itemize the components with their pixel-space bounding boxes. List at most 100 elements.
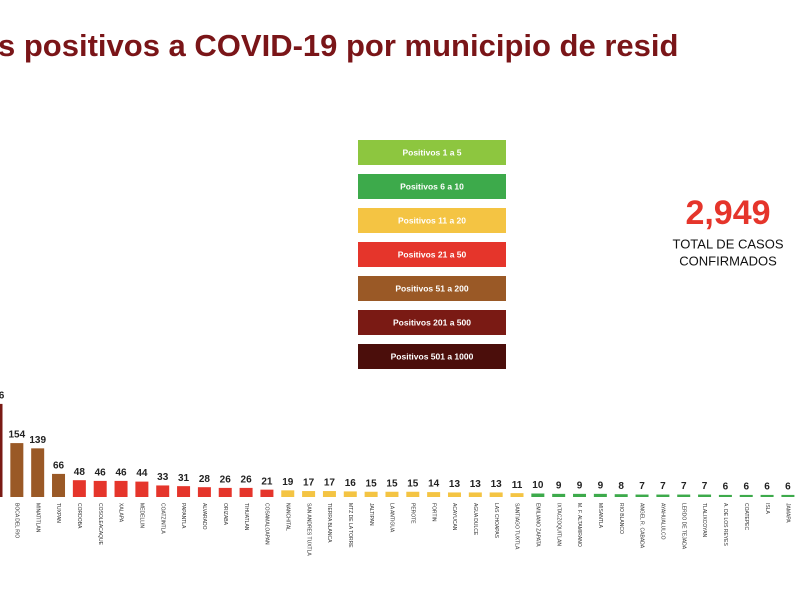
value-label: 48 <box>74 467 86 478</box>
legend-label: Positivos 501 a 1000 <box>391 351 474 361</box>
category-label: SAN ANDRES TUXTLA <box>305 503 311 556</box>
bar <box>218 487 232 497</box>
value-label: 154 <box>8 430 25 441</box>
legend-box <box>358 276 506 301</box>
bar <box>364 491 378 497</box>
bar <box>156 485 170 497</box>
value-label: 16 <box>345 478 357 489</box>
legend-box <box>358 242 506 267</box>
total-label: CONFIRMADOS <box>679 253 777 268</box>
bar <box>760 494 774 497</box>
bar <box>31 448 45 497</box>
category-label: ORIZABA <box>222 503 228 526</box>
bar <box>197 487 211 497</box>
value-label: 21 <box>261 476 273 487</box>
value-label: 15 <box>407 478 419 489</box>
chart-title: s positivos a COVID-19 por municipio de … <box>0 28 678 63</box>
bar <box>322 491 336 497</box>
category-label: PAPANTLA <box>180 503 186 529</box>
value-label: 266 <box>0 391 5 402</box>
category-label: TIHUATLAN <box>243 503 249 531</box>
bar <box>593 493 607 497</box>
bar <box>281 490 295 497</box>
legend-label: Positivos 6 a 10 <box>400 181 464 191</box>
category-label: COATEPEC <box>743 503 749 531</box>
bar <box>698 494 712 497</box>
value-label: 46 <box>95 468 107 479</box>
bar <box>635 494 649 497</box>
bar <box>468 492 482 497</box>
bar <box>406 491 420 497</box>
value-label: 13 <box>491 479 503 490</box>
value-label: 139 <box>29 435 46 446</box>
value-label: 6 <box>764 482 770 493</box>
category-label: M. F. ALTAMIRANO <box>576 503 582 547</box>
bar <box>739 494 753 497</box>
value-label: 7 <box>702 481 708 492</box>
value-label: 14 <box>428 479 440 490</box>
value-label: 10 <box>532 480 544 491</box>
bar <box>114 480 128 497</box>
category-label: ISLA <box>764 503 770 515</box>
category-label: MINATITLAN <box>34 503 40 533</box>
bar <box>447 492 461 497</box>
value-label: 13 <box>449 479 461 490</box>
value-label: 26 <box>220 475 232 486</box>
value-label: 44 <box>136 468 148 479</box>
value-label: 28 <box>199 474 211 485</box>
bar <box>677 494 691 497</box>
category-label: ANGEL R. CABADA <box>639 503 645 549</box>
category-label: COSAMALOAPAN <box>264 503 270 545</box>
category-label: SANTIAGO TUXTLA <box>514 503 520 550</box>
legend-box <box>358 344 506 369</box>
value-label: 66 <box>53 461 65 472</box>
category-label: XALAPA <box>118 503 124 523</box>
category-label: PEROTE <box>409 503 415 524</box>
bar <box>427 492 441 497</box>
bar <box>177 486 191 497</box>
legend-label: Positivos 51 a 200 <box>395 283 469 293</box>
total-label: TOTAL DE CASOS <box>672 236 783 251</box>
legend-label: Positivos 201 a 500 <box>393 317 471 327</box>
bar <box>718 494 732 497</box>
bar <box>573 493 587 497</box>
bar <box>0 403 3 497</box>
bar <box>135 481 149 497</box>
category-label: CORDOBA <box>76 503 82 529</box>
value-label: 33 <box>157 472 169 483</box>
value-label: 6 <box>743 482 749 493</box>
category-label: TLALIXCOYAN <box>701 503 707 537</box>
bar <box>239 487 253 497</box>
bar <box>614 494 628 497</box>
category-label: FORTIN <box>430 503 436 522</box>
value-label: 11 <box>512 480 523 491</box>
value-label: 9 <box>556 480 562 491</box>
category-label: TUXPAN <box>55 503 61 523</box>
value-label: 7 <box>639 481 645 492</box>
legend-box <box>358 140 506 165</box>
value-label: 15 <box>366 478 378 489</box>
value-label: 17 <box>324 478 336 489</box>
bar <box>385 491 399 497</box>
category-label: RIO BLANCO <box>618 503 624 534</box>
bar <box>343 491 357 497</box>
value-label: 13 <box>470 479 482 490</box>
category-label: LA ANTIGUA <box>389 503 395 533</box>
category-label: BOCA DEL RIO <box>14 503 20 538</box>
value-label: 26 <box>241 475 253 486</box>
legend-label: Positivos 11 a 20 <box>398 215 466 225</box>
category-label: COATZINTLA <box>159 503 165 534</box>
category-label: JAMAPA <box>785 503 791 523</box>
bar <box>781 494 795 497</box>
bar <box>52 473 66 497</box>
legend-label: Positivos 1 a 5 <box>402 147 461 157</box>
value-label: 9 <box>598 480 604 491</box>
legend-label: Positivos 21 a 50 <box>398 249 467 259</box>
category-label: NANCHITAL <box>284 503 290 531</box>
bar <box>302 491 316 497</box>
legend-box <box>358 174 506 199</box>
category-label: JALTIPAN <box>368 503 374 526</box>
bar <box>10 443 24 497</box>
category-label: MEDELLIN <box>139 503 145 528</box>
